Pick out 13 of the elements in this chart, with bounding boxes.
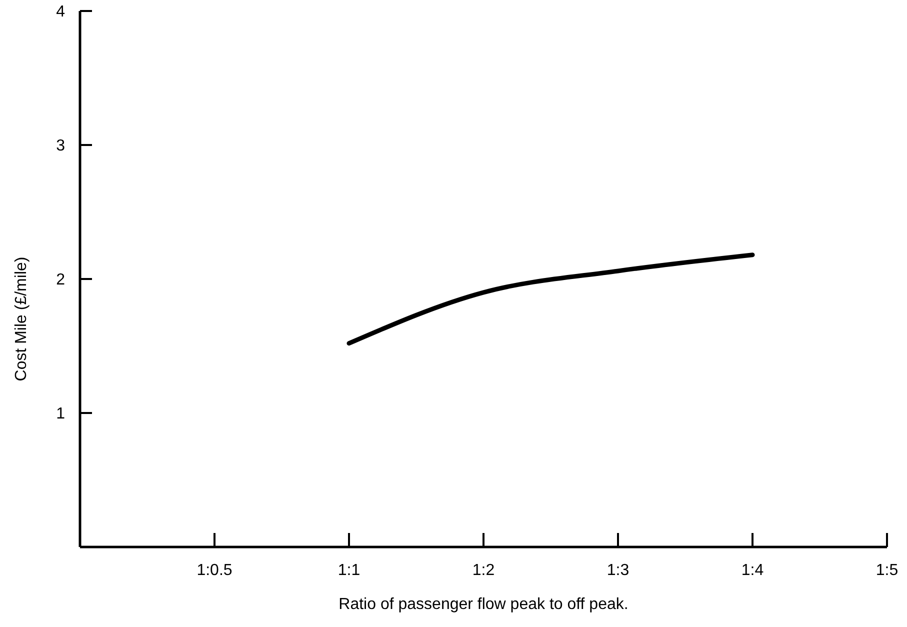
x-tick-label: 1:5	[876, 562, 898, 579]
x-tick-label: 1:4	[741, 562, 764, 579]
x-tick-label: 1:0.5	[196, 562, 232, 579]
x-tick-label: 1:2	[472, 562, 495, 579]
y-tick-label: 4	[56, 4, 66, 21]
x-tick-label: 1:3	[606, 562, 630, 579]
y-tick-label: 1	[56, 406, 66, 423]
y-tick-label: 3	[56, 138, 66, 155]
x-axis-title: Ratio of passenger flow peak to off peak.	[338, 596, 628, 613]
line-series	[346, 252, 755, 346]
y-axis-title: Cost Mile (£/mile)	[13, 256, 30, 382]
y-tick-label: 2	[56, 272, 66, 289]
x-tick-label: 1:1	[338, 562, 360, 579]
